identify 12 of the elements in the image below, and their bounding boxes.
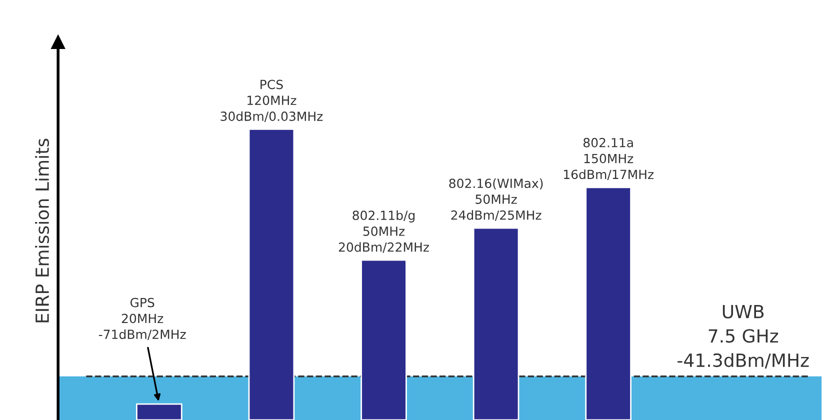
annotation: 802.16(WIMax) 50MHz 24dBm/25MHz [449, 178, 543, 221]
annotation: GPS 20MHz -71dBm/2MHz [98, 298, 186, 340]
annotation: 802.11a 150MHz 16dBm/17MHz [564, 138, 654, 180]
bar [472, 227, 520, 420]
text: UWB 7.5 GHz -41.3dBm/MHz [678, 304, 809, 368]
bar [136, 403, 182, 420]
bar [585, 186, 632, 420]
bar [360, 259, 407, 420]
text: PCS 120MHz 30dBm/0.03MHz [220, 80, 323, 122]
annotation: 802.11b/g 50MHz 20dBm/22MHz [338, 210, 429, 253]
bar [248, 128, 295, 420]
y-axis-title: EIRP Emission Limits [35, 138, 50, 322]
